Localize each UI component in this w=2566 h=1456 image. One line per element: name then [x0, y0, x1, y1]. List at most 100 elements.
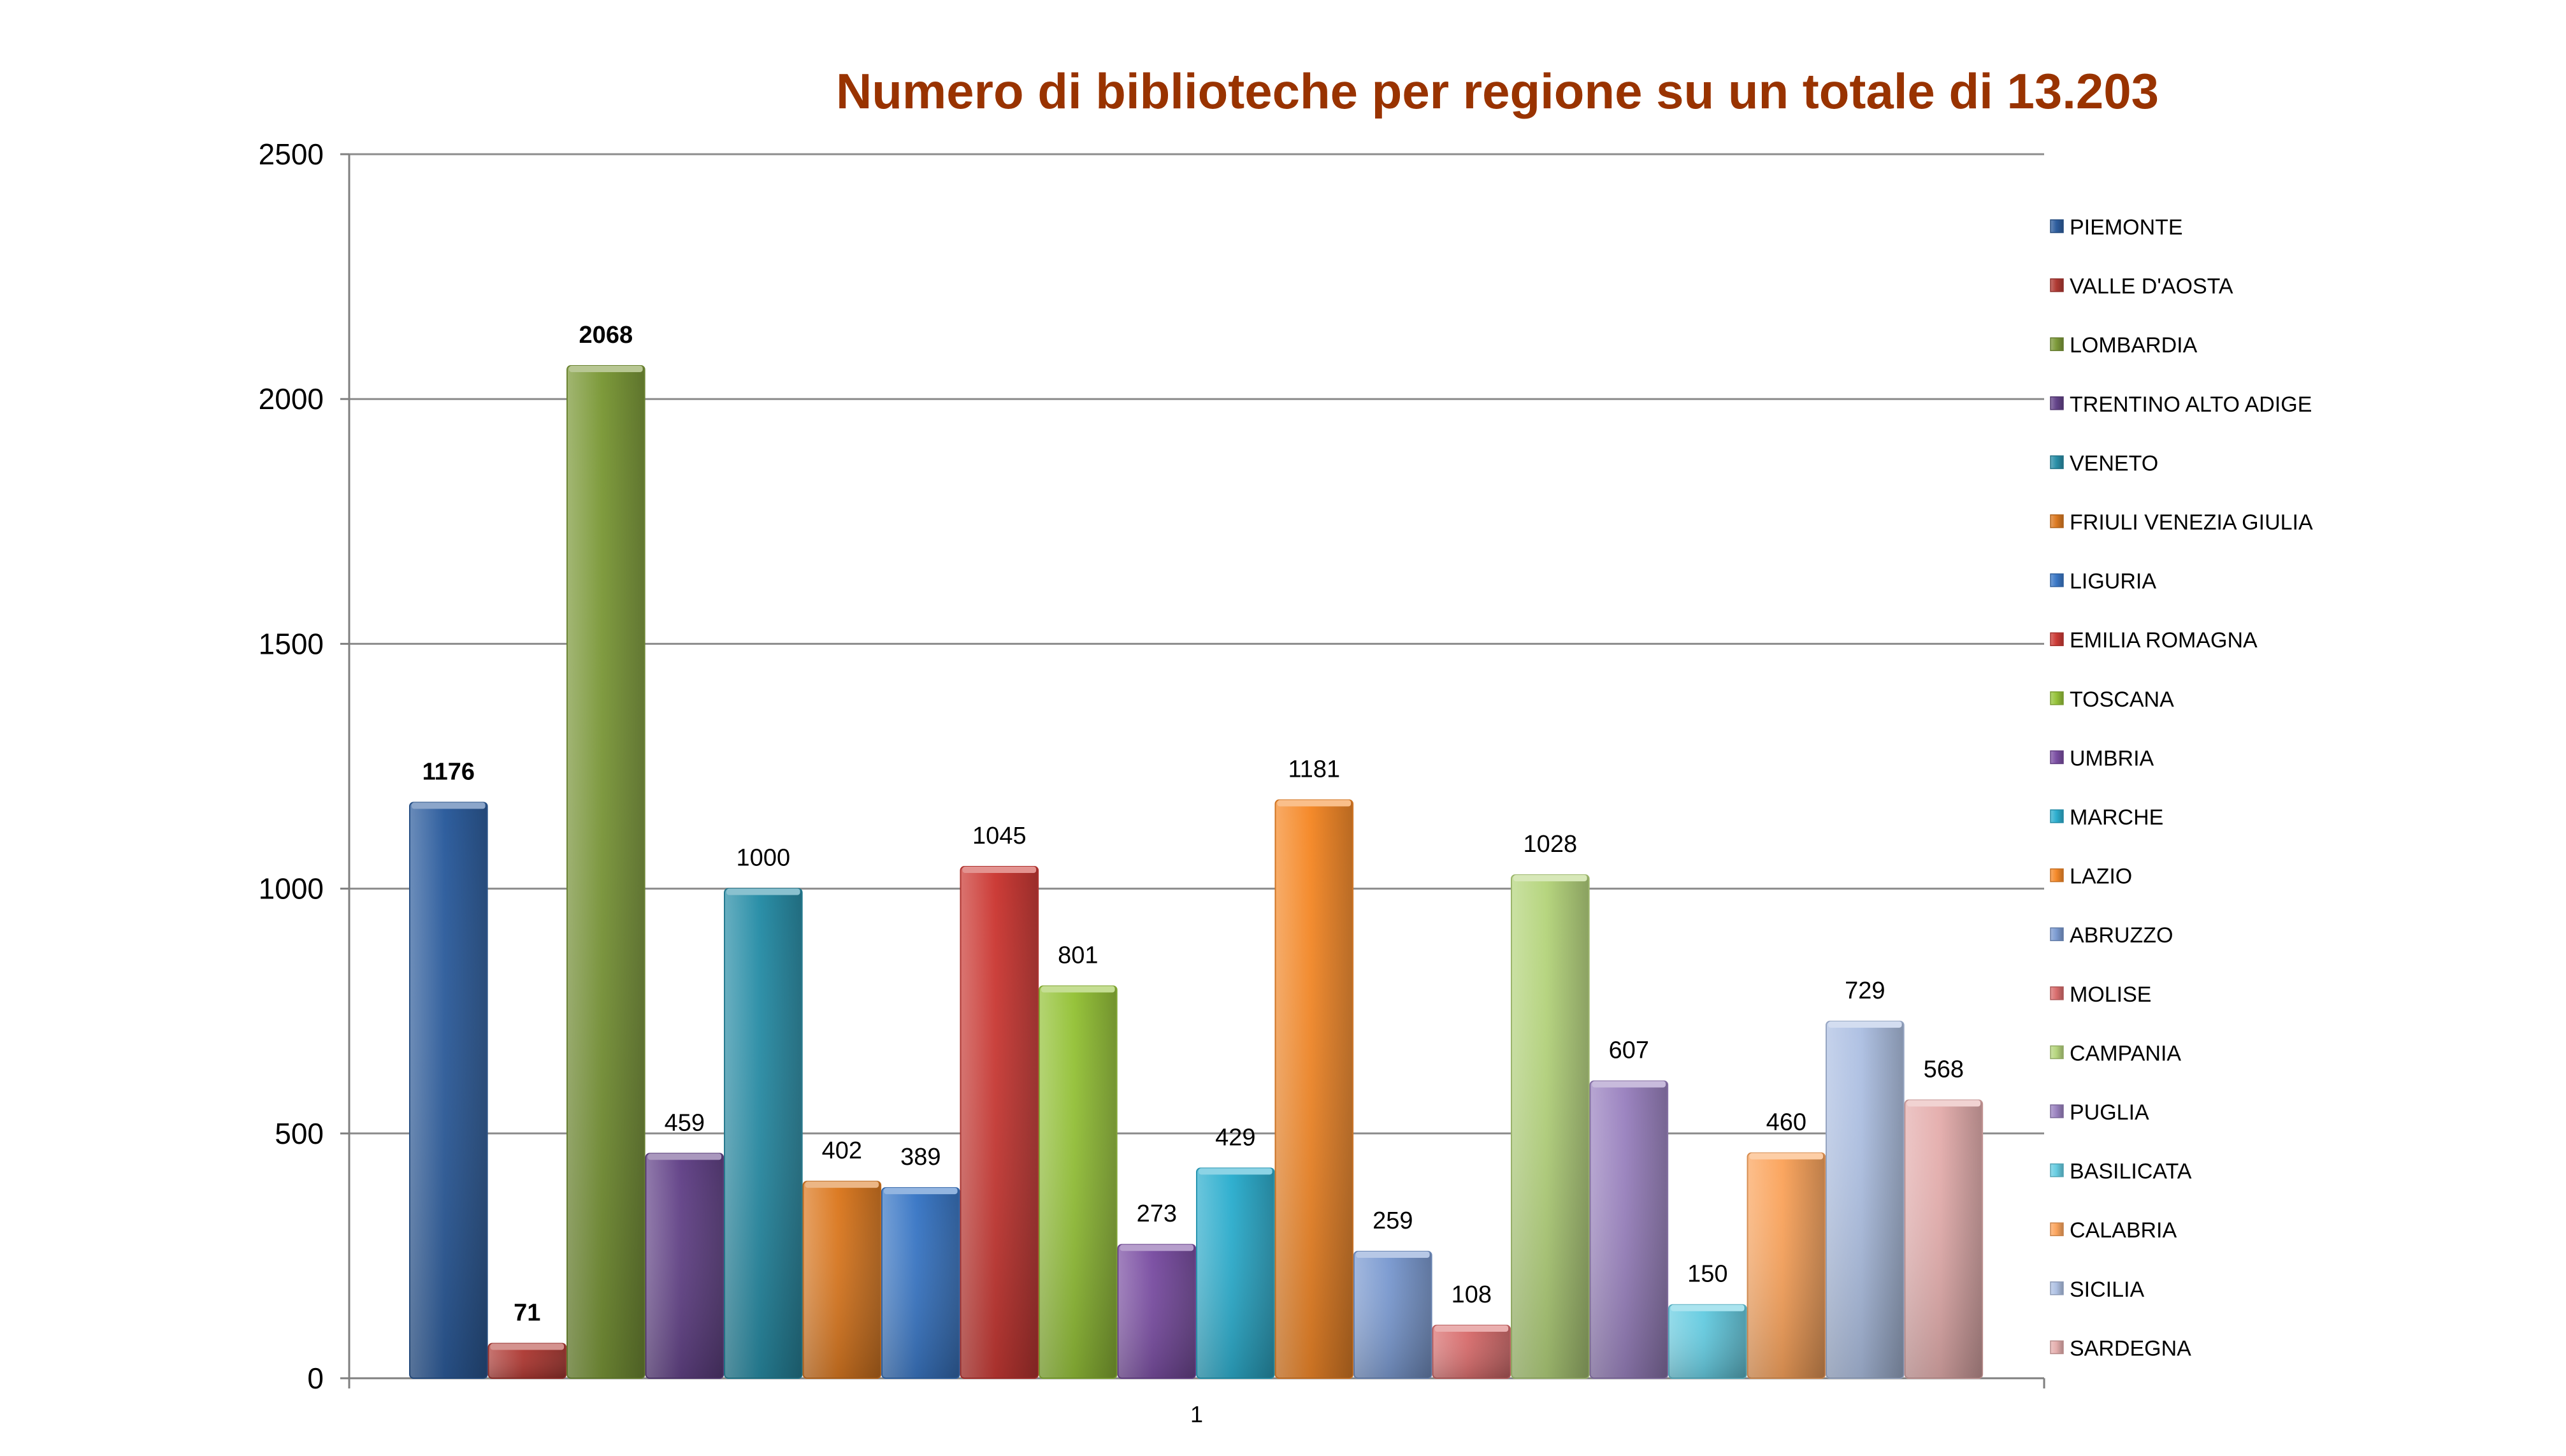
legend-label: MOLISE [2070, 983, 2151, 1007]
legend-label: MARCHE [2070, 805, 2163, 830]
legend-swatch [2050, 219, 2064, 233]
data-label-abruzzo: 259 [1373, 1207, 1413, 1234]
legend-swatch [2050, 986, 2064, 1000]
bar-cap-veneto [726, 888, 800, 895]
legend-item-piemonte: PIEMONTE [2050, 215, 2183, 240]
legend-swatch [2050, 809, 2064, 823]
y-tick-label: 0 [307, 1362, 324, 1395]
x-tick-label: 1 [1190, 1401, 1203, 1427]
data-label-campania: 1028 [1524, 831, 1578, 858]
data-label-basilicata: 150 [1687, 1261, 1727, 1288]
legend-label: PUGLIA [2070, 1100, 2149, 1125]
legend-swatch [2050, 455, 2064, 470]
legend-label: LOMBARDIA [2070, 333, 2198, 357]
bar-shade-veneto [724, 888, 802, 1378]
legend-item-campania: CAMPANIA [2050, 1041, 2181, 1065]
y-tick-label: 1500 [259, 627, 324, 660]
bar-shade-emilia-romagna [960, 867, 1039, 1378]
bar-shade-molise [1432, 1325, 1511, 1378]
data-label-emilia-romagna: 1045 [972, 823, 1027, 849]
legend-swatch [2050, 750, 2064, 765]
legend-swatch [2050, 1163, 2064, 1178]
legend-label: UMBRIA [2070, 746, 2154, 770]
legend-swatch [2050, 337, 2064, 351]
data-label-molise: 108 [1452, 1281, 1492, 1308]
data-label-friuli-venezia-giulia: 402 [822, 1137, 862, 1164]
bars [409, 364, 1984, 1380]
bar-cap-basilicata [1671, 1304, 1745, 1311]
bar-shade-abruzzo [1354, 1251, 1432, 1378]
bar-cap-calabria [1749, 1153, 1824, 1160]
data-label-umbria: 273 [1137, 1200, 1177, 1227]
data-label-piemonte: 1176 [422, 758, 475, 785]
chart-title: Numero di biblioteche per regione su un … [836, 63, 2159, 119]
legend-label: LIGURIA [2070, 570, 2156, 594]
legend-swatch [2050, 1281, 2064, 1295]
y-tick-label: 1000 [259, 872, 324, 905]
bar-shade-trentino-alto-adige [645, 1153, 724, 1378]
bar-shade-liguria [882, 1188, 960, 1378]
bar-cap-piemonte [412, 802, 486, 809]
bar-cap-molise [1434, 1325, 1509, 1332]
legend-item-sardegna: SARDEGNA [2050, 1336, 2191, 1360]
legend-swatch [2050, 868, 2064, 883]
legend-label: EMILIA ROMAGNA [2070, 628, 2258, 652]
data-label-trentino-alto-adige: 459 [665, 1109, 705, 1136]
bar-shade-sardegna [1905, 1100, 1983, 1378]
bar-shade-piemonte [410, 802, 487, 1378]
legend-label: LAZIO [2070, 865, 2132, 889]
legend-swatch [2050, 1340, 2064, 1355]
legend-swatch [2050, 691, 2064, 705]
data-label-marche: 429 [1215, 1124, 1255, 1151]
data-label-calabria: 460 [1766, 1109, 1806, 1136]
bar-cap-umbria [1120, 1244, 1194, 1251]
data-label-lombardia: 2068 [579, 322, 633, 349]
legend-item-abruzzo: ABRUZZO [2050, 923, 2173, 948]
bar-cap-emilia-romagna [962, 867, 1037, 874]
legend-label: VENETO [2070, 451, 2158, 475]
legend-swatch [2050, 396, 2064, 410]
legend-item-basilicata: BASILICATA [2050, 1160, 2192, 1184]
legend-item-marche: MARCHE [2050, 805, 2163, 830]
bar-cap-friuli-venezia-giulia [805, 1181, 879, 1188]
y-tick-label: 2500 [259, 138, 324, 171]
bar-cap-lombardia [569, 365, 643, 372]
data-label-sicilia: 729 [1845, 977, 1885, 1004]
bar-cap-toscana [1041, 986, 1115, 993]
legend-item-veneto: VENETO [2050, 451, 2158, 475]
legend-label: CALABRIA [2070, 1218, 2177, 1243]
legend-label: SICILIA [2070, 1278, 2144, 1302]
data-label-veneto: 1000 [737, 845, 791, 872]
legend-swatch [2050, 1045, 2064, 1060]
axes: 0 500 1000 1500 2000 2500 1 [259, 138, 2045, 1427]
bar-shade-lazio [1275, 800, 1353, 1378]
data-label-sardegna: 568 [1924, 1056, 1964, 1083]
legend-label: SARDEGNA [2070, 1336, 2191, 1360]
legend-item-sicilia: SICILIA [2050, 1278, 2144, 1302]
legend-item-trentino-alto-adige: TRENTINO ALTO ADIGE [2050, 393, 2312, 417]
legend-swatch [2050, 1104, 2064, 1118]
bar-shade-puglia [1590, 1081, 1668, 1378]
bar-shade-marche [1197, 1168, 1274, 1378]
legend-item-liguria: LIGURIA [2050, 570, 2156, 594]
bar-cap-campania [1513, 875, 1587, 882]
bar-shade-calabria [1747, 1153, 1826, 1378]
bar-cap-trentino-alto-adige [647, 1153, 722, 1160]
legend-item-molise: MOLISE [2050, 983, 2151, 1007]
legend-item-friuli-venezia-giulia: FRIULI VENEZIA GIULIA [2050, 510, 2313, 535]
legend: PIEMONTE VALLE D'AOSTA LOMBARDIA TRENTINO A… [2050, 215, 2313, 1360]
bar-cap-marche [1199, 1168, 1272, 1175]
legend-label: CAMPANIA [2070, 1041, 2181, 1065]
legend-item-calabria: CALABRIA [2050, 1218, 2177, 1243]
bar-shade-sicilia [1826, 1021, 1904, 1378]
bar-shade-valle-d-aosta [488, 1343, 566, 1378]
data-label-toscana: 801 [1058, 942, 1098, 969]
bar-cap-abruzzo [1356, 1251, 1430, 1258]
legend-item-emilia-romagna: EMILIA ROMAGNA [2050, 628, 2258, 652]
bar-cap-puglia [1592, 1081, 1666, 1088]
legend-item-umbria: UMBRIA [2050, 746, 2154, 770]
legend-label: TRENTINO ALTO ADIGE [2070, 393, 2312, 417]
legend-swatch [2050, 514, 2064, 528]
data-label-valle-d-aosta: 71 [514, 1299, 540, 1326]
legend-swatch [2050, 278, 2064, 292]
